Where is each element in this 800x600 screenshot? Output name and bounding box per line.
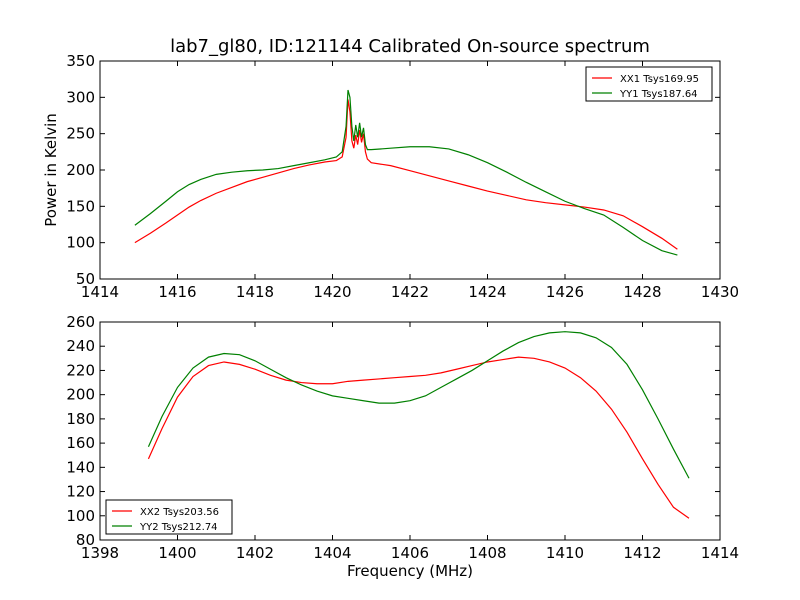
x-tick-label: 1412 [623, 544, 661, 562]
series-line-2-2 [147, 331, 690, 479]
x-tick-label: 1398 [81, 544, 119, 562]
y-tick-label: 80 [76, 531, 95, 549]
legend: XX2 Tsys203.56 YY2 Tsys212.74 [105, 499, 233, 535]
series-line-1-1 [134, 99, 678, 250]
series-line-2-1 [147, 356, 690, 519]
y-tick-label: 260 [66, 313, 95, 331]
x-tick-label: 1410 [546, 544, 584, 562]
x-tick-label: 1424 [468, 283, 506, 301]
x-tick-label: 1426 [546, 283, 584, 301]
legend-entry: XX1 Tsys169.95 [620, 74, 699, 85]
x-tick-label: 1418 [236, 283, 274, 301]
y-tick-label: 50 [76, 270, 95, 288]
series-line-1-2 [134, 89, 678, 256]
top-panel: 1414 1416 1418 1420 1422 1424 1426 1428 1430 50 10… [42, 52, 739, 301]
legend-entry: XX2 Tsys203.56 [140, 507, 219, 518]
legend: XX1 Tsys169.95 YY1 Tsys187.64 [585, 66, 713, 102]
legend-box [105, 499, 233, 535]
y-tick-label: 200 [66, 161, 95, 179]
x-tick-label: 1414 [701, 544, 739, 562]
y-tick-label: 220 [66, 361, 95, 379]
y-axis-label: Power in Kelvin [42, 113, 60, 227]
y-tick-label: 200 [66, 386, 95, 404]
legend-box [585, 66, 713, 102]
x-tick-label: 1414 [81, 283, 119, 301]
x-tick-label: 1400 [158, 544, 196, 562]
x-tick-label: 1420 [313, 283, 351, 301]
y-tick-label: 240 [66, 337, 95, 355]
y-tick-label: 100 [66, 507, 95, 525]
y-tick-label: 250 [66, 125, 95, 143]
y-tick-label: 140 [66, 458, 95, 476]
x-tick-label: 1402 [236, 544, 274, 562]
y-tick-label: 150 [66, 197, 95, 215]
x-tick-label: 1428 [623, 283, 661, 301]
chart-title: lab7_gl80, ID:121144 Calibrated On-sourc… [170, 36, 650, 57]
x-tick-label: 1408 [468, 544, 506, 562]
legend-entry: YY1 Tsys187.64 [619, 89, 698, 100]
bottom-panel: 1398 1400 1402 1404 1406 1408 1410 1412 1414 80 10… [66, 313, 739, 580]
y-tick-label: 120 [66, 483, 95, 501]
x-tick-label: 1422 [391, 283, 429, 301]
y-tick-label: 100 [66, 234, 95, 252]
x-tick-label: 1404 [313, 544, 351, 562]
y-tick-label: 180 [66, 410, 95, 428]
x-tick-label: 1416 [158, 283, 196, 301]
y-tick-label: 350 [66, 52, 95, 70]
x-tick-label: 1430 [701, 283, 739, 301]
legend-entry: YY2 Tsys212.74 [139, 522, 218, 533]
y-tick-label: 160 [66, 434, 95, 452]
x-axis-label: Frequency (MHz) [347, 562, 473, 580]
y-tick-label: 300 [66, 88, 95, 106]
x-tick-label: 1406 [391, 544, 429, 562]
